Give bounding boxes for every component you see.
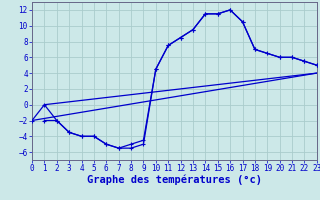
X-axis label: Graphe des températures (°c): Graphe des températures (°c) xyxy=(87,175,262,185)
